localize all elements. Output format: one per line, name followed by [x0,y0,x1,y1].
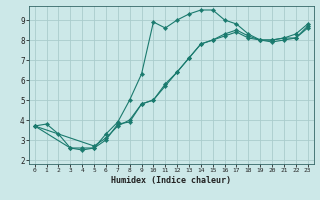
X-axis label: Humidex (Indice chaleur): Humidex (Indice chaleur) [111,176,231,185]
